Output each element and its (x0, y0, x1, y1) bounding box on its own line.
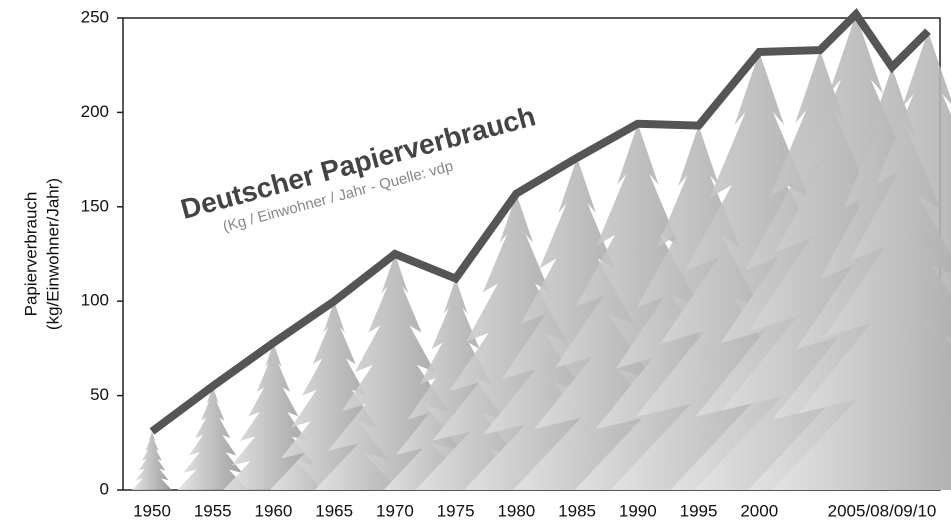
y-tick-label: 200 (81, 102, 109, 121)
chart: 0 50 100 150 200 250 1950 1955 1960 1965 1970 1975 1… (0, 0, 951, 527)
x-tick-label: 1975 (437, 501, 475, 520)
y-axis-label: (kg/Einwohner/Jahr) (43, 178, 62, 330)
x-tick-label: 1985 (558, 501, 596, 520)
x-tick-label: 1970 (376, 501, 414, 520)
x-tick-label: 1965 (315, 501, 353, 520)
x-tick-label: 2005/08/09/10 (828, 501, 937, 520)
x-tick-label: 1995 (680, 501, 718, 520)
y-tick-label: 0 (100, 479, 109, 498)
x-tick-label: 2000 (740, 501, 778, 520)
y-tick-label: 250 (81, 7, 109, 26)
y-tick-label: 50 (90, 385, 109, 404)
x-tick-label: 1990 (619, 501, 657, 520)
x-tick-label: 1980 (497, 501, 535, 520)
x-tick-label: 1960 (255, 501, 293, 520)
y-tick-label: 100 (81, 291, 109, 310)
x-tick-label: 1955 (194, 501, 232, 520)
y-tick-label: 150 (81, 196, 109, 215)
y-axis-label: Papierverbrauch (21, 192, 40, 317)
y-axis-title: Papierverbrauch (kg/Einwohner/Jahr) (21, 178, 62, 330)
x-tick-label: 1950 (133, 501, 171, 520)
